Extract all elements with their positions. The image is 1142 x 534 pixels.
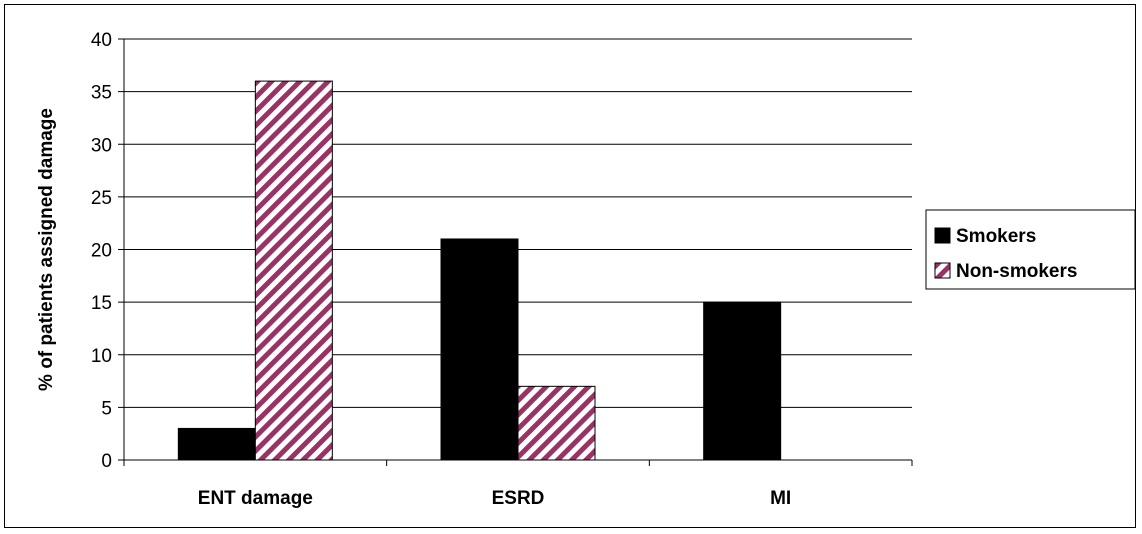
y-tick-labels: 0 5 10 15 20 25 30 35 40 <box>91 30 112 472</box>
legend-swatch-smokers <box>934 227 951 244</box>
bar-smokers <box>440 238 519 461</box>
bar-non-smokers <box>517 385 596 461</box>
x-category-label: ENT damage <box>198 488 313 509</box>
legend-swatch-non-smokers <box>934 262 951 279</box>
x-category-labels: ENT damage ESRD MI <box>198 488 791 509</box>
y-tick-label: 30 <box>91 135 112 156</box>
y-tick-label: 25 <box>91 188 112 209</box>
y-tick-label: 10 <box>91 346 112 367</box>
y-axis-title: % of patients assigned damage <box>36 108 57 391</box>
bar-smokers <box>177 427 256 461</box>
y-tick-label: 5 <box>101 398 112 419</box>
y-tick-label: 15 <box>91 293 112 314</box>
axes <box>118 38 913 466</box>
bar-non-smokers <box>254 80 333 461</box>
y-tick-label: 0 <box>101 451 112 472</box>
legend: Smokers Non-smokers <box>925 209 1136 290</box>
y-tick-label: 35 <box>91 83 112 104</box>
bar-smokers <box>703 301 782 461</box>
bars <box>177 80 782 461</box>
legend-box <box>925 209 1136 290</box>
y-tick-label: 40 <box>91 30 112 51</box>
chart-frame: 0 5 10 15 20 25 30 35 40 ENT damage ESRD MI % of p… <box>4 4 1136 528</box>
x-category-label: MI <box>770 488 791 509</box>
legend-label-smokers: Smokers <box>956 226 1036 247</box>
bar-chart: 0 5 10 15 20 25 30 35 40 ENT damage ESRD MI % of p… <box>36 30 1136 509</box>
y-tick-label: 20 <box>91 241 112 262</box>
x-category-label: ESRD <box>492 488 545 509</box>
legend-label-non-smokers: Non-smokers <box>956 261 1077 282</box>
